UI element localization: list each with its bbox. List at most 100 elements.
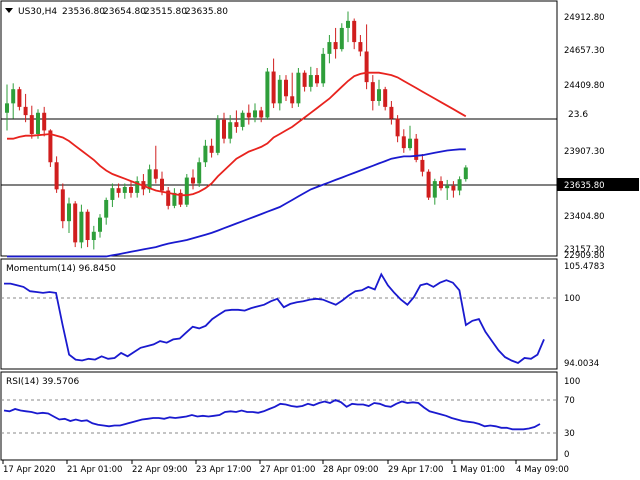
momentum-tick: 100 <box>564 294 580 304</box>
candle-body <box>104 199 109 218</box>
time-tick-label: 21 Apr 01:00 <box>67 465 122 475</box>
time-tick-label: 27 Apr 01:00 <box>260 465 315 475</box>
candle-body <box>240 112 245 127</box>
candle-body <box>302 72 307 87</box>
momentum-label: Momentum(14) 96.8450 <box>6 264 116 274</box>
candle-body <box>67 203 71 222</box>
candle-body <box>259 110 264 118</box>
rsi-line <box>3 399 541 431</box>
candle-body <box>333 42 338 50</box>
price-tick: 24657.30 <box>564 46 605 56</box>
ohlc-open: 23536.80 <box>62 7 105 17</box>
candle-body <box>439 181 443 189</box>
candle-body <box>408 138 412 149</box>
candle-body <box>5 103 9 113</box>
candle-body <box>296 72 301 104</box>
candle-body <box>11 89 16 104</box>
candle-body <box>184 177 189 205</box>
candle-body <box>129 186 133 193</box>
time-tick-label: 4 May 09:00 <box>516 465 569 475</box>
level-label: 23.6 <box>568 110 588 120</box>
candle-body <box>122 186 127 193</box>
ma-slow-line <box>7 148 466 258</box>
candle-body <box>29 115 34 134</box>
ohlc-close: 23635.80 <box>185 7 228 17</box>
time-axis: 17 Apr 2020 21 Apr 01:00 22 Apr 09:00 23 Ap… <box>2 460 569 475</box>
momentum-line <box>4 272 545 365</box>
time-tick-label: 23 Apr 17:00 <box>196 465 251 475</box>
main-price-panel[interactable] <box>0 0 558 257</box>
rsi-tick: 100 <box>564 377 580 387</box>
candle-body <box>377 89 381 101</box>
candle-body <box>135 181 140 193</box>
candle-body <box>265 71 270 118</box>
candle-body <box>42 112 47 131</box>
candle-body <box>203 145 208 163</box>
candle-body <box>116 188 121 193</box>
candle-body <box>271 71 276 104</box>
candle-body <box>414 138 419 160</box>
candle-body <box>463 167 468 180</box>
candle-body <box>17 89 22 107</box>
momentum-panel[interactable] <box>0 258 558 370</box>
candle-body <box>91 231 96 241</box>
moving-average-lines <box>7 71 467 258</box>
dropdown-arrow-icon[interactable] <box>5 8 13 13</box>
candle-body <box>48 130 53 163</box>
ohlc-high: 23654.80 <box>103 7 146 17</box>
momentum-tick: 105.4783 <box>564 262 605 272</box>
candle-body <box>426 171 431 198</box>
candle-body <box>370 82 375 101</box>
momentum-series <box>4 272 545 365</box>
price-tick: 23404.80 <box>564 212 605 222</box>
candle-body <box>172 192 177 206</box>
candle-body <box>215 119 220 153</box>
candle-body <box>209 145 214 153</box>
candle-body <box>277 79 282 104</box>
candle-body <box>352 20 357 43</box>
candle-body <box>321 53 326 84</box>
symbol-label: US30,H4 <box>18 7 57 17</box>
candle-body <box>166 190 171 206</box>
rsi-series <box>3 399 541 431</box>
ohlc-low: 23515.80 <box>144 7 187 17</box>
candle-body <box>191 177 195 184</box>
candle-body <box>73 203 78 243</box>
candle-body <box>420 159 425 172</box>
candle-body <box>395 118 400 137</box>
candle-body <box>284 79 288 97</box>
candle-body <box>389 106 394 119</box>
candle-body <box>432 181 437 198</box>
price-tick: 23907.30 <box>564 147 605 157</box>
rsi-tick: 30 <box>564 429 575 439</box>
candle-body <box>234 122 239 127</box>
candle-body <box>364 51 369 83</box>
candle-body <box>160 178 164 191</box>
candle-body <box>222 119 226 139</box>
candle-body <box>36 112 40 134</box>
candle-body <box>246 112 251 118</box>
candle-body <box>147 169 152 190</box>
candle-body <box>339 27 344 50</box>
candle-body <box>85 211 90 241</box>
candle-body <box>98 217 102 232</box>
time-tick-label: 29 Apr 17:00 <box>388 465 443 475</box>
current-price-badge <box>557 178 639 191</box>
price-tick: 22909.80 <box>564 251 605 261</box>
rsi-panel[interactable] <box>0 371 558 461</box>
candle-body <box>327 42 332 54</box>
momentum-tick: 94.0034 <box>564 359 599 369</box>
candle-body <box>54 162 59 190</box>
rsi-tick: 0 <box>564 450 569 460</box>
candle-body <box>346 20 350 28</box>
candle-body <box>445 185 450 189</box>
candle-body <box>197 162 202 184</box>
time-tick-label: 17 Apr 2020 <box>3 465 56 475</box>
candle-body <box>23 106 28 116</box>
candle-body <box>290 96 295 104</box>
candle-body <box>110 188 115 200</box>
candle-body <box>60 189 65 222</box>
current-price-badge-text: 23635.80 <box>564 181 605 191</box>
candlestick-series <box>5 11 468 250</box>
